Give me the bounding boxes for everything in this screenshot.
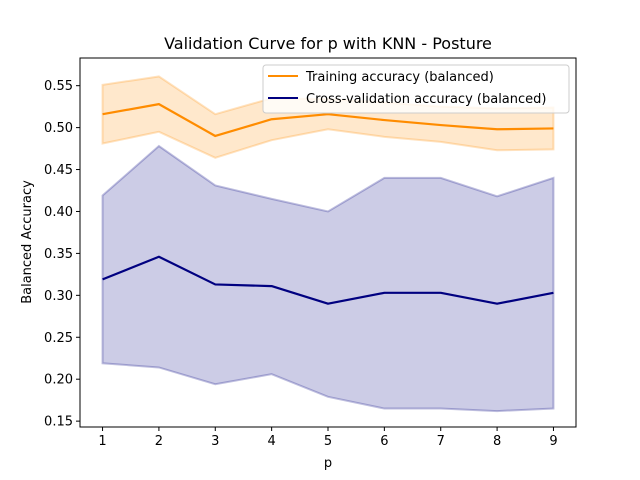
legend: Training accuracy (balanced) Cross-valid… <box>262 64 570 114</box>
x-tick-label: 9 <box>549 434 557 449</box>
legend-label-training: Training accuracy (balanced) <box>305 70 494 85</box>
y-tick-label: 0.45 <box>44 163 73 178</box>
y-axis: 0.15 0.20 0.25 0.30 0.35 0.40 0.45 0.50 0.55 <box>44 79 80 430</box>
chart-title: Validation Curve for p with KNN - Postur… <box>164 34 492 53</box>
x-tick-label: 3 <box>211 434 219 449</box>
y-tick-label: 0.30 <box>44 289 73 304</box>
y-tick-label: 0.40 <box>44 205 73 220</box>
legend-box <box>262 64 570 114</box>
y-axis-label: Balanced Accuracy <box>20 180 35 304</box>
y-tick-label: 0.15 <box>44 415 73 430</box>
x-axis-label: p <box>324 456 332 471</box>
y-tick-label: 0.25 <box>44 331 73 346</box>
y-tick-label: 0.55 <box>44 79 73 94</box>
x-tick-label: 5 <box>324 434 332 449</box>
y-tick-label: 0.20 <box>44 373 73 388</box>
x-tick-label: 6 <box>380 434 388 449</box>
legend-label-cross-validation: Cross-validation accuracy (balanced) <box>306 92 546 107</box>
y-tick-label: 0.50 <box>44 121 73 136</box>
x-tick-label: 2 <box>155 434 163 449</box>
x-tick-label: 1 <box>98 434 106 449</box>
x-tick-label: 4 <box>267 434 275 449</box>
x-axis: 1 2 3 4 5 6 7 8 9 <box>98 427 558 449</box>
plot-area <box>101 75 555 413</box>
x-tick-label: 7 <box>437 434 445 449</box>
y-tick-label: 0.35 <box>44 247 73 262</box>
x-tick-label: 8 <box>493 434 501 449</box>
cross-validation-std-band <box>101 144 555 413</box>
